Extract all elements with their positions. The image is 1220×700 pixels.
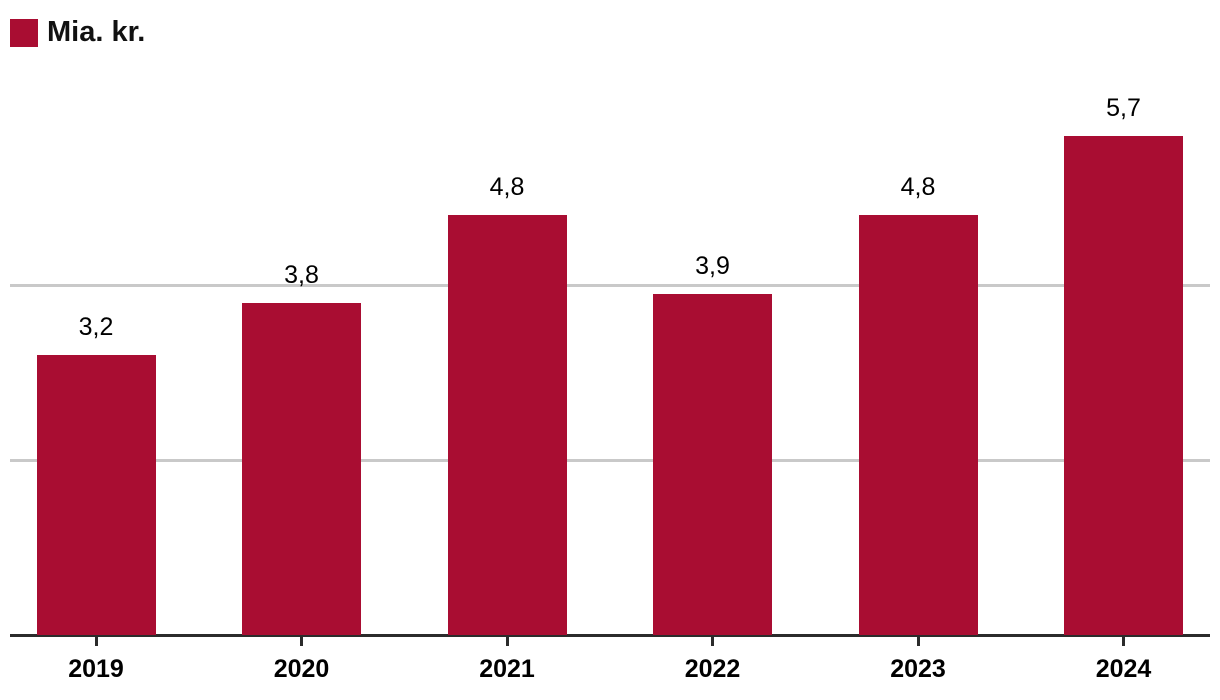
x-axis-tick-2024 [1122, 637, 1125, 646]
x-axis-label-2020: 2020 [273, 655, 330, 683]
x-axis-tick-2021 [505, 637, 509, 646]
bar-2022 [653, 293, 772, 635]
gridline-2 [10, 459, 1210, 462]
value-label-2020: 3,8 [284, 260, 319, 289]
x-axis-tick-2020 [300, 637, 303, 646]
x-axis-label-2021: 2021 [479, 655, 535, 683]
bar-2021 [447, 215, 567, 635]
bar-2023 [858, 215, 978, 635]
x-axis-label-2019: 2019 [68, 655, 124, 683]
value-label-2021: 4,8 [489, 173, 525, 201]
value-label-2022: 3,9 [695, 251, 730, 280]
x-axis-label-2023: 2023 [890, 655, 946, 683]
x-axis-tick-2022 [711, 637, 714, 646]
value-label-2019: 3,2 [78, 313, 114, 341]
x-axis-tick-2019 [94, 637, 98, 646]
value-label-2023: 4,8 [900, 173, 936, 201]
legend-swatch [10, 18, 38, 47]
legend: Mia. kr. [10, 16, 145, 49]
gridline-4 [10, 284, 1210, 287]
x-axis-tick-2023 [916, 637, 920, 646]
bar-2019 [36, 355, 156, 635]
x-axis-label-2024: 2024 [1095, 655, 1152, 683]
bar-2024 [1064, 136, 1183, 635]
x-axis-line [10, 634, 1210, 637]
x-axis-label-2022: 2022 [684, 655, 741, 683]
value-label-2024: 5,7 [1106, 94, 1141, 123]
legend-label: Mia. kr. [47, 16, 146, 48]
bar-2020 [242, 302, 361, 635]
